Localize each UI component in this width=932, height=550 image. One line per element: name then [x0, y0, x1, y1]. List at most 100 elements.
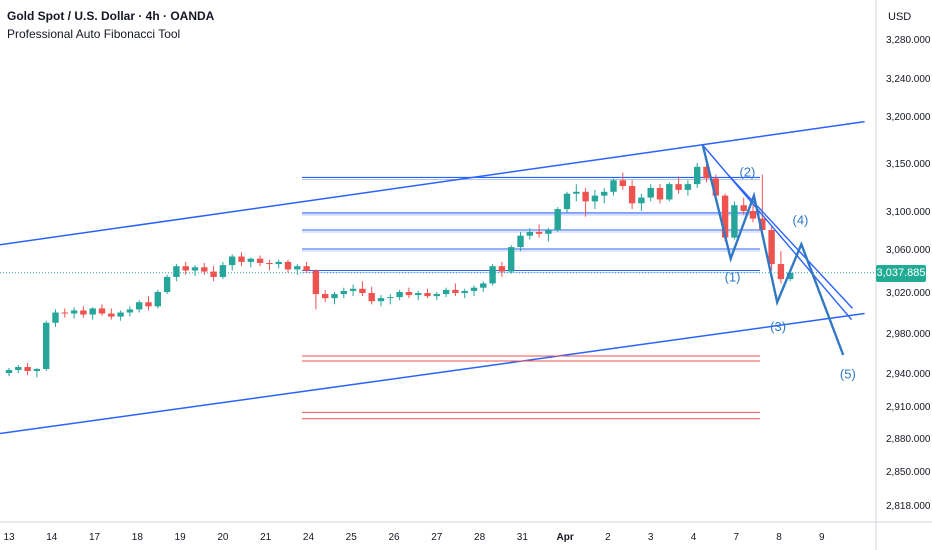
- candle-body: [591, 195, 599, 202]
- y-tick-label: 3,020.000: [886, 288, 931, 299]
- candle-body: [647, 187, 654, 198]
- candle-body: [415, 293, 422, 296]
- channel-lower-line: [0, 312, 865, 435]
- candle-body: [638, 197, 645, 204]
- currency-label: USD: [888, 11, 912, 23]
- candle-body: [405, 292, 413, 296]
- candle-body: [33, 369, 41, 371]
- wave-label: (1): [725, 269, 741, 284]
- candle-body: [70, 310, 78, 314]
- candle-body: [740, 205, 747, 211]
- y-tick-label: 3,060.000: [886, 245, 931, 256]
- channel-upper-line: [0, 120, 865, 246]
- candle-body: [219, 265, 227, 277]
- x-tick-label: 13: [3, 532, 15, 543]
- x-tick-label: 2: [605, 532, 611, 543]
- x-tick-label: 4: [691, 532, 697, 543]
- candle-body: [275, 261, 282, 265]
- x-tick-label: 21: [260, 532, 272, 543]
- candle-body: [154, 292, 161, 307]
- x-tick-label: 7: [733, 532, 739, 543]
- candle-body: [573, 191, 580, 194]
- candle-body: [517, 235, 524, 248]
- candle-body: [52, 312, 59, 323]
- wave-channel-line: [728, 175, 854, 309]
- candle-body: [666, 184, 673, 200]
- last-price-tag: 3,037.885: [876, 265, 926, 282]
- y-tick-label: 2,910.000: [886, 402, 931, 413]
- candle-body: [284, 261, 292, 270]
- candle-body: [80, 310, 87, 315]
- candle-body: [229, 256, 236, 266]
- candle-body: [182, 266, 189, 271]
- y-tick-label: 3,100.000: [886, 207, 931, 218]
- candle-body: [721, 195, 729, 238]
- x-tick-label: 26: [388, 532, 400, 543]
- y-tick-label: 3,150.000: [886, 159, 931, 170]
- x-tick-label: 14: [46, 532, 58, 543]
- candle-body: [163, 276, 171, 292]
- candle-body: [5, 370, 13, 373]
- candle-body: [136, 302, 143, 310]
- candle-body: [508, 247, 515, 272]
- candle-body: [126, 309, 134, 313]
- candle-body: [145, 302, 152, 307]
- candle-body: [619, 180, 626, 187]
- x-tick-label: 20: [217, 532, 229, 543]
- y-tick-label: 3,200.000: [886, 112, 931, 123]
- candle-body: [294, 266, 301, 270]
- candle-body: [694, 166, 701, 185]
- candle-body: [452, 289, 459, 294]
- candle-body: [489, 266, 496, 284]
- chart-title: Gold Spot / U.S. Dollar · 4h · OANDA: [7, 9, 215, 23]
- candle-body: [601, 191, 608, 196]
- candle-body: [331, 294, 338, 299]
- candle-body: [787, 272, 794, 280]
- y-tick-label: 3,240.000: [886, 74, 931, 85]
- y-tick-label: 2,880.000: [886, 434, 931, 445]
- candle-body: [377, 298, 385, 302]
- candle-body: [675, 184, 682, 190]
- candle-body: [749, 211, 757, 219]
- y-tick-label: 2,818.000: [886, 501, 931, 512]
- candle-body: [712, 178, 719, 196]
- x-tick-label: 3: [648, 532, 654, 543]
- candle-body: [731, 205, 738, 238]
- x-tick-label: 31: [517, 532, 529, 543]
- candle-body: [461, 290, 468, 294]
- candle-body: [15, 367, 22, 370]
- candle-body: [777, 264, 785, 280]
- x-tick-label: 25: [346, 532, 358, 543]
- y-tick-label: 3,280.000: [886, 35, 931, 46]
- candle-body: [108, 313, 115, 317]
- candle-body: [442, 289, 450, 295]
- candle-body: [368, 293, 375, 302]
- candle-body: [684, 184, 692, 190]
- candle-body: [43, 322, 50, 369]
- x-tick-label: 27: [431, 532, 443, 543]
- candle-body: [470, 287, 478, 291]
- x-tick-label: Apr: [557, 532, 574, 543]
- x-tick-label: 24: [303, 532, 315, 543]
- candle-body: [201, 267, 208, 272]
- candle-body: [89, 308, 96, 315]
- candle-body: [424, 293, 431, 297]
- candle-body: [563, 193, 571, 210]
- candle-body: [535, 231, 543, 234]
- candle-body: [433, 294, 440, 297]
- candle-body: [303, 266, 310, 271]
- wave-label: (4): [792, 212, 808, 227]
- candle-body: [24, 367, 31, 371]
- candle-body: [322, 294, 329, 299]
- wave-label: (3): [770, 319, 786, 334]
- wave-label: (5): [840, 367, 856, 382]
- candle-body: [210, 271, 217, 277]
- x-tick-label: 18: [132, 532, 144, 543]
- y-tick-label: 2,980.000: [886, 329, 931, 340]
- candle-body: [768, 230, 775, 265]
- candle-body: [238, 256, 245, 262]
- candle-body: [554, 209, 561, 230]
- candle-body: [759, 218, 766, 230]
